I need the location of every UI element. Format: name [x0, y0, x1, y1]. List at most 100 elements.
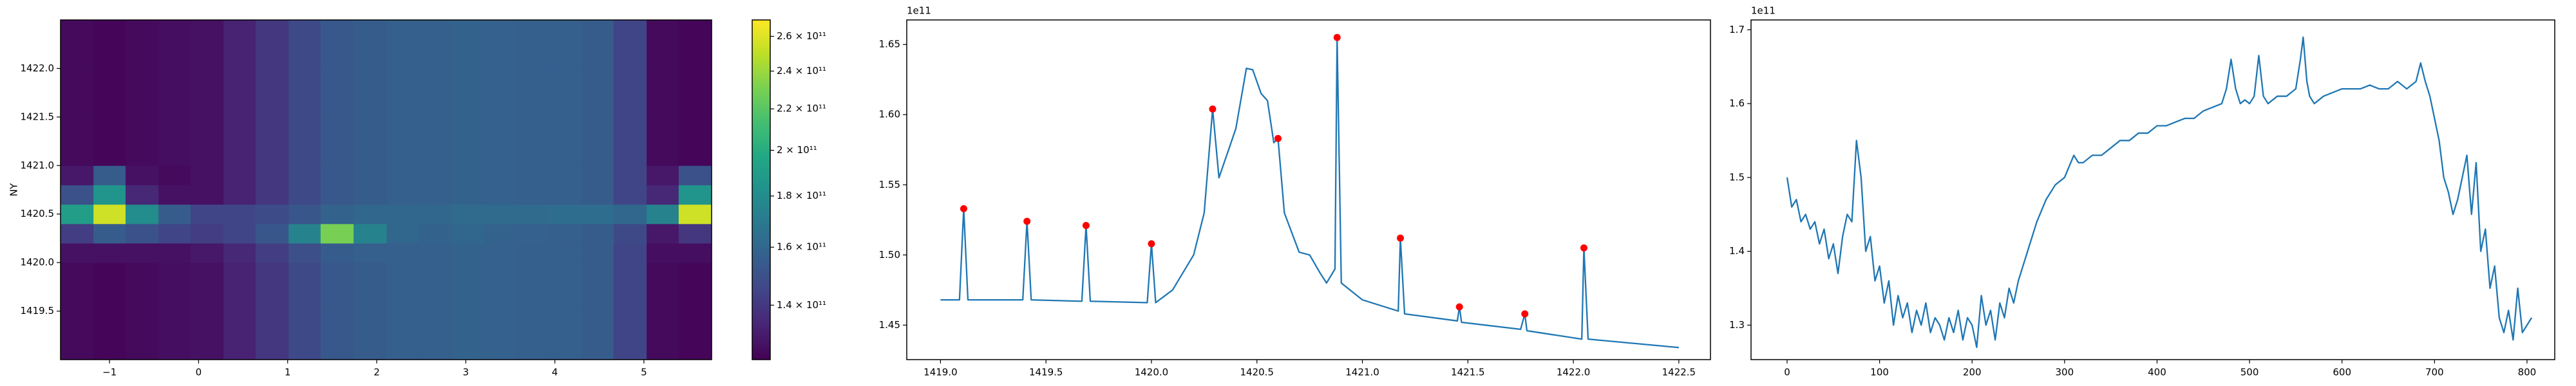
- heatmap-cell: [582, 311, 614, 360]
- heatmap-cell: [255, 20, 289, 69]
- heatmap-cell: [678, 311, 712, 360]
- heatmap-cell: [320, 185, 354, 205]
- x-tick-label: 1: [285, 367, 291, 378]
- heatmap-cell: [223, 223, 256, 244]
- heatmap-cell: [61, 165, 94, 185]
- heatmap-cell: [483, 20, 517, 69]
- heatmap-cell: [93, 20, 126, 69]
- heatmap-cell: [125, 204, 159, 225]
- heatmap-cell: [125, 223, 159, 244]
- heatmap-cell: [613, 311, 647, 360]
- heatmap-cell: [678, 262, 712, 312]
- colorbar-tick-label: 2.2 × 10¹¹: [777, 103, 826, 115]
- x-tick-label: 0: [196, 367, 202, 378]
- colorbar: [752, 20, 770, 360]
- heatmap-cell: [61, 185, 94, 205]
- heatmap-cell: [678, 116, 712, 166]
- heatmap-cell: [386, 262, 419, 312]
- heatmap-cell: [647, 311, 679, 360]
- heatmap-cell: [354, 223, 387, 244]
- heatmap-cell: [483, 243, 517, 263]
- heatmap-cell: [223, 243, 256, 263]
- peak-marker: [1521, 310, 1529, 318]
- y-tick-label: 1419.5: [21, 305, 55, 317]
- heatmap-cell: [158, 223, 191, 244]
- heatmap-cell: [289, 68, 321, 118]
- axes-frame: [60, 19, 712, 360]
- data-line: [1786, 36, 2533, 348]
- heatmap-cell: [548, 116, 582, 166]
- heatmap-cell: [289, 311, 321, 360]
- heatmap-cell: [93, 311, 126, 360]
- x-tick-label: 300: [2056, 367, 2074, 378]
- peak-marker: [960, 205, 967, 212]
- heatmap-cell: [418, 223, 452, 244]
- heatmap-cell: [354, 165, 387, 185]
- heatmap-cell: [223, 20, 256, 69]
- y-tick-label: 1.7: [1729, 24, 1745, 35]
- x-tick-label: 200: [1963, 367, 1982, 378]
- heatmap-cell: [516, 311, 549, 360]
- heatmap-cell: [451, 262, 484, 312]
- heatmap-cell: [61, 68, 94, 118]
- x-tick-label: 600: [2333, 367, 2351, 378]
- heatmap-cell: [354, 68, 387, 118]
- heatmap-cell: [190, 20, 224, 69]
- x-tick-label: 1421.5: [1451, 367, 1485, 378]
- heatmap-cell: [93, 165, 126, 185]
- heatmap-cell: [255, 204, 289, 225]
- y-offset-label: 1e11: [907, 5, 931, 17]
- heatmap-cell: [61, 204, 94, 225]
- y-tick-label: 1.50: [879, 249, 900, 261]
- heatmap-cell: [354, 116, 387, 166]
- heatmap-cell: [125, 68, 159, 118]
- heatmap-cell: [223, 204, 256, 225]
- heatmap-cell: [451, 243, 484, 263]
- heatmap-cell: [255, 262, 289, 312]
- heatmap-cell: [158, 68, 191, 118]
- heatmap-cell: [678, 204, 712, 225]
- peak-marker: [1023, 217, 1031, 225]
- heatmap-cell: [418, 116, 452, 166]
- heatmap-cell: [320, 68, 354, 118]
- heatmap-cell: [386, 223, 419, 244]
- heatmap-cell: [582, 68, 614, 118]
- y-tick-label: 1.45: [879, 319, 900, 331]
- heatmap-cell: [548, 185, 582, 205]
- heatmap-cell: [451, 20, 484, 69]
- heatmap-cell: [613, 165, 647, 185]
- peak-marker: [1209, 105, 1217, 113]
- heatmap-cell: [158, 311, 191, 360]
- heatmap-cell: [255, 223, 289, 244]
- y-tick-label: 1.60: [879, 109, 900, 120]
- heatmap-cell: [354, 243, 387, 263]
- heatmap-cell: [125, 262, 159, 312]
- heatmap-cell: [418, 243, 452, 263]
- x-tick-label: 800: [2518, 367, 2537, 378]
- heatmap-cell: [61, 116, 94, 166]
- heatmap-cell: [158, 185, 191, 205]
- heatmap-cell: [483, 68, 517, 118]
- heatmap-cell: [93, 204, 126, 225]
- heatmap-cell: [418, 185, 452, 205]
- peak-marker: [1333, 33, 1341, 41]
- heatmap-cell: [386, 204, 419, 225]
- heatmap-cell: [125, 243, 159, 263]
- heatmap-cell: [93, 243, 126, 263]
- heatmap-cell: [613, 223, 647, 244]
- heatmap-cell: [93, 68, 126, 118]
- heatmap-cell: [93, 116, 126, 166]
- heatmap-cell: [647, 165, 679, 185]
- heatmap-cell: [451, 116, 484, 166]
- heatmap-cell: [418, 204, 452, 225]
- x-tick-label: 3: [463, 367, 469, 378]
- heatmap-cell: [386, 311, 419, 360]
- heatmap-cell: [582, 116, 614, 166]
- heatmap-cell: [483, 116, 517, 166]
- heatmap-cell: [678, 243, 712, 263]
- heatmap-cell: [516, 204, 549, 225]
- heatmap-cell: [418, 68, 452, 118]
- heatmap-cell: [613, 204, 647, 225]
- heatmap-cell: [320, 20, 354, 69]
